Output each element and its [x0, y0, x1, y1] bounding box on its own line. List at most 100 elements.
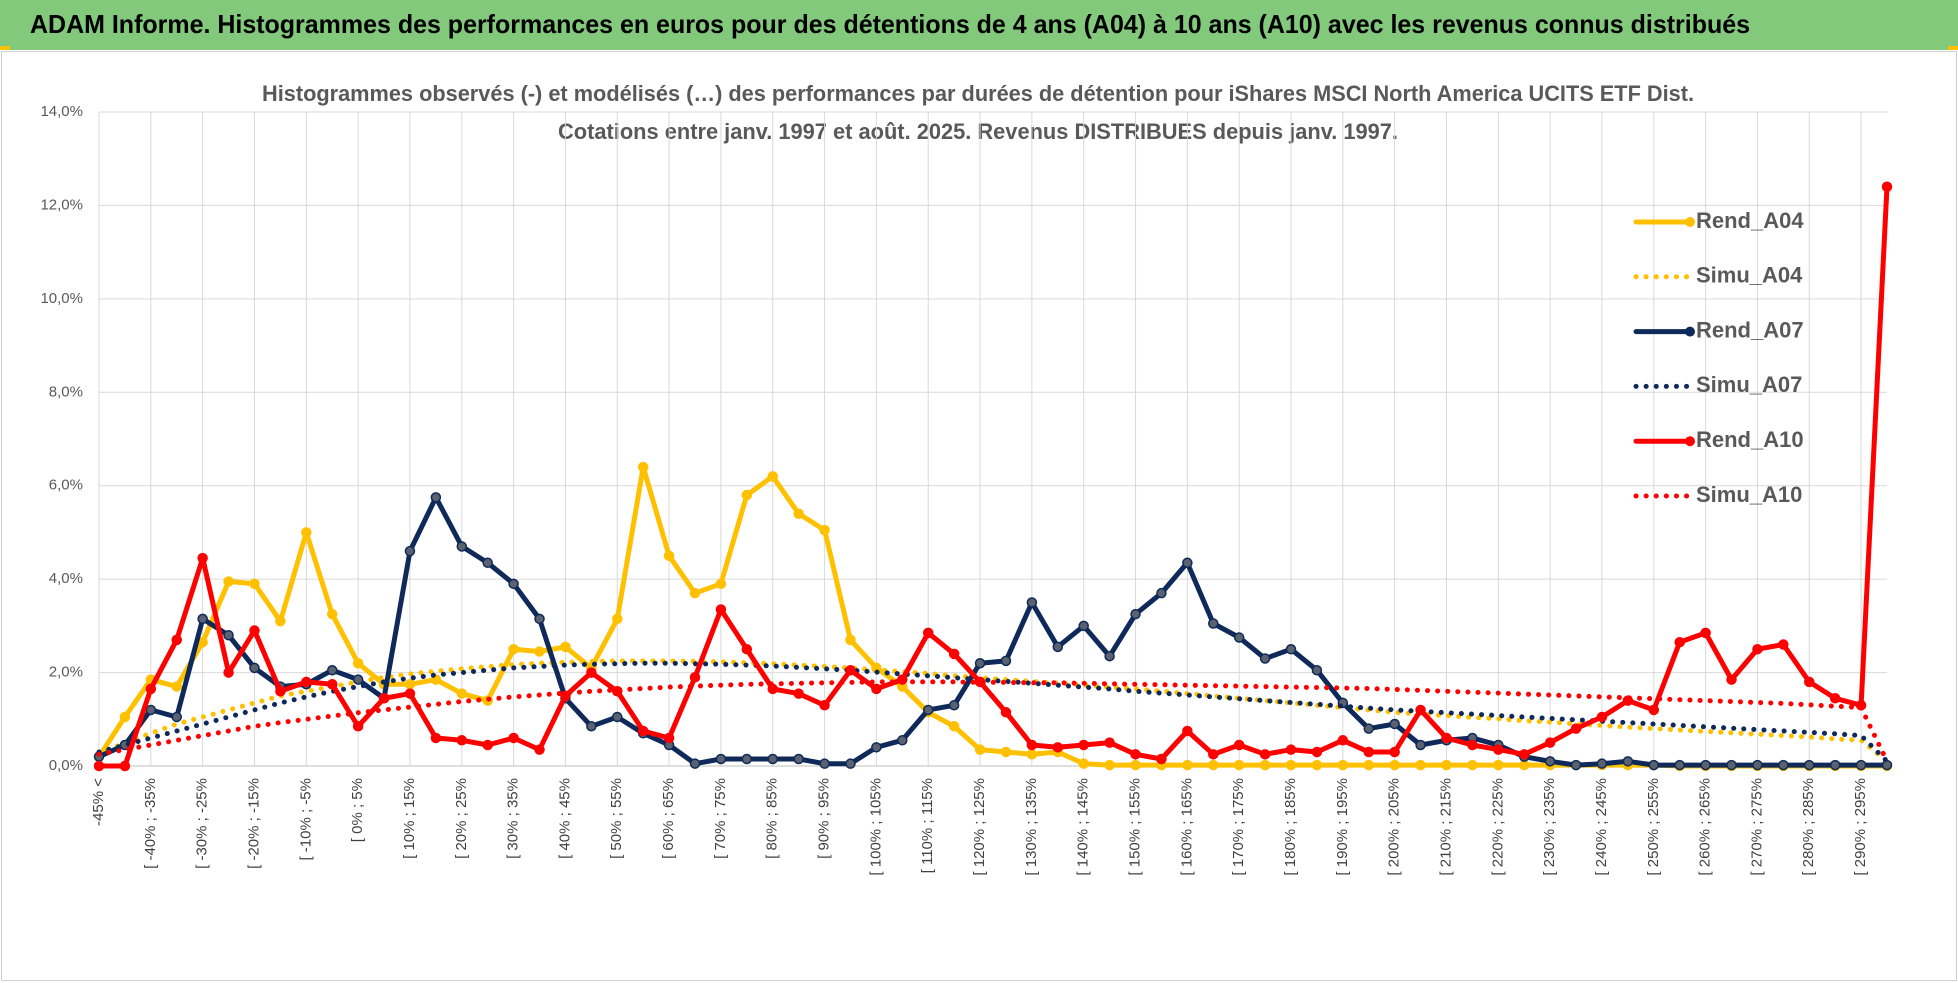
marker — [1518, 759, 1530, 771]
legend-label: Rend_A07 — [1696, 317, 1804, 342]
marker — [1208, 759, 1219, 771]
marker — [741, 753, 753, 765]
x-tick-label: [ -20% ; -15% — [245, 778, 262, 869]
marker — [1544, 737, 1556, 748]
chart-frame — [1, 51, 1957, 981]
legend-marker — [1685, 326, 1695, 337]
marker — [456, 688, 468, 699]
marker — [1648, 759, 1660, 771]
marker — [1493, 759, 1504, 771]
x-tick-label: [ 140% ; 145% — [1075, 778, 1092, 876]
legend-marker — [1685, 436, 1695, 447]
marker — [1778, 759, 1789, 771]
marker — [1026, 749, 1038, 760]
marker — [1881, 181, 1893, 192]
marker — [1259, 653, 1271, 664]
marker — [1596, 758, 1608, 769]
legend-label: Simu_A04 — [1696, 263, 1803, 288]
marker — [1622, 756, 1634, 767]
x-tick-label: [ 20% ; 25% — [453, 778, 470, 859]
x-tick-label: [ 60% ; 65% — [660, 778, 677, 859]
marker — [404, 545, 416, 557]
marker — [223, 629, 234, 641]
x-tick-label: [ 110% ; 115% — [919, 778, 936, 873]
x-tick-label: [ -40% ; -35% — [142, 778, 159, 869]
x-tick-label: [ 40% ; 45% — [556, 778, 573, 859]
x-tick-label: [ 240% ; 245% — [1593, 778, 1610, 876]
marker — [1441, 759, 1452, 771]
marker — [275, 615, 286, 627]
marker — [1544, 756, 1556, 767]
marker — [715, 578, 727, 590]
x-tick-label: [ 80% ; 85% — [764, 778, 781, 859]
marker — [1415, 739, 1426, 751]
marker — [1389, 718, 1400, 730]
x-tick-label: [ 220% ; 225% — [1489, 778, 1506, 876]
marker — [171, 681, 182, 692]
marker — [1156, 753, 1167, 765]
x-tick-label: [ -10% ; -5% — [297, 778, 314, 861]
marker — [663, 550, 675, 562]
legend-label: Rend_A04 — [1696, 208, 1804, 233]
marker — [171, 711, 182, 723]
marker — [404, 688, 416, 699]
marker — [1130, 759, 1141, 771]
x-tick-label: [ 290% ; 295% — [1852, 778, 1869, 876]
marker — [1311, 664, 1323, 676]
marker — [534, 613, 545, 625]
marker — [508, 643, 519, 655]
marker — [197, 613, 208, 625]
marker — [637, 461, 649, 473]
marker — [1104, 759, 1115, 771]
marker — [819, 700, 830, 711]
marker — [586, 667, 597, 678]
marker — [1130, 749, 1141, 760]
marker — [612, 613, 623, 625]
marker — [1233, 759, 1245, 771]
marker — [1674, 759, 1685, 771]
marker — [1208, 749, 1219, 760]
marker — [119, 711, 131, 723]
marker — [1855, 759, 1867, 771]
marker — [1182, 725, 1193, 737]
y-tick-label: 0,0% — [49, 757, 83, 774]
marker — [741, 489, 753, 501]
marker — [326, 608, 338, 620]
marker — [1311, 759, 1323, 771]
marker — [922, 704, 934, 716]
marker — [1363, 759, 1374, 771]
y-tick-label: 4,0% — [49, 570, 83, 587]
marker — [275, 686, 286, 697]
marker — [301, 676, 312, 688]
marker — [1104, 737, 1115, 748]
marker — [145, 704, 157, 716]
marker — [456, 735, 468, 746]
marker — [1467, 759, 1478, 771]
marker — [508, 578, 519, 590]
x-tick-label: [ 230% ; 235% — [1541, 778, 1558, 876]
marker — [326, 664, 338, 676]
marker — [1596, 711, 1608, 723]
marker — [1648, 704, 1660, 716]
marker — [223, 667, 234, 678]
marker — [715, 753, 727, 765]
x-tick-label: [ 150% ; 155% — [1126, 778, 1143, 876]
marker — [871, 742, 882, 753]
y-tick-label: 2,0% — [49, 664, 83, 681]
marker — [1000, 707, 1012, 718]
marker — [1078, 739, 1089, 751]
marker — [1726, 759, 1737, 771]
marker — [326, 679, 338, 690]
x-tick-label: [ 270% ; 275% — [1748, 778, 1765, 876]
x-tick-label: [ 90% ; 95% — [816, 778, 833, 859]
marker — [845, 758, 856, 769]
marker — [1259, 749, 1271, 760]
legend-label: Simu_A07 — [1696, 372, 1802, 397]
header-title: ADAM Informe. Histogrammes des performan… — [30, 9, 1750, 39]
y-tick-label: 14,0% — [40, 103, 83, 120]
marker — [1570, 759, 1582, 771]
chart-title: Histogrammes observés (-) et modélisés (… — [262, 81, 1694, 106]
x-tick-label: [ 50% ; 55% — [608, 778, 625, 859]
x-tick-label: [ 100% ; 105% — [867, 778, 884, 876]
x-tick-label: [ 250% ; 255% — [1645, 778, 1662, 876]
